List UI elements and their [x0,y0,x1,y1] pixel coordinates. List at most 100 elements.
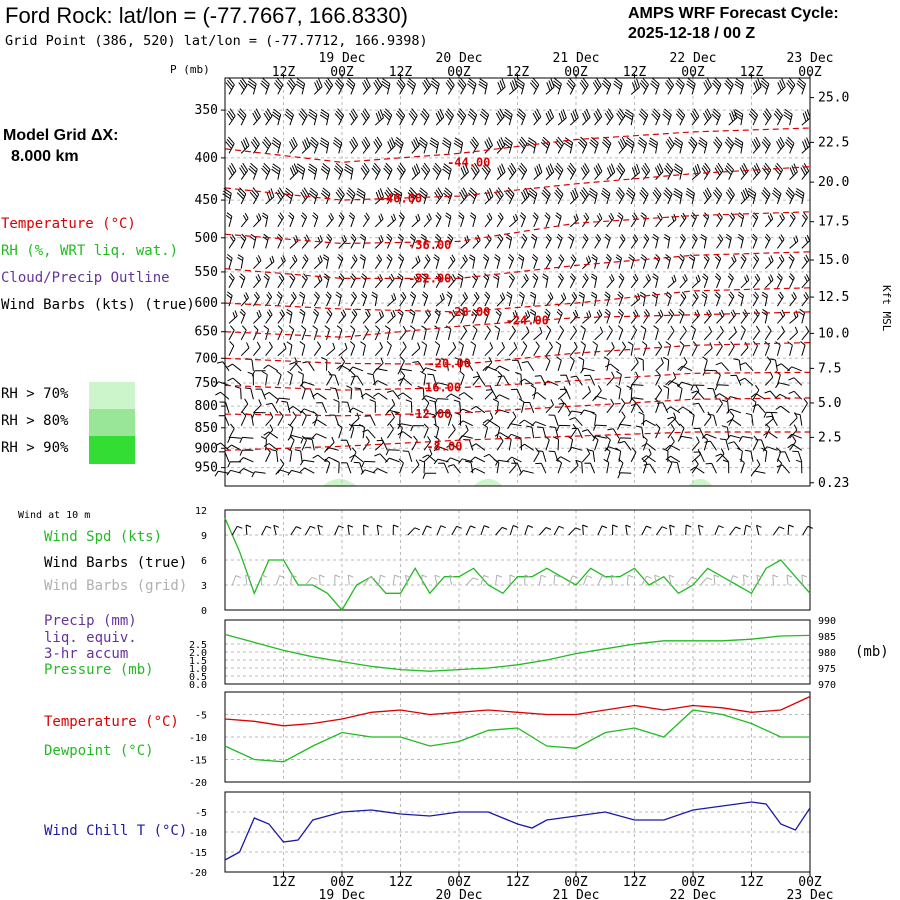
wind-barb [218,451,230,463]
wind-barb [556,308,563,324]
wind-barb [739,362,754,372]
wind-barb [752,404,766,414]
height-tick-label: 22.5 [818,135,849,150]
wind-barb [690,384,705,391]
wind-barb [665,380,681,386]
top-hour-label: 00Z [681,65,705,80]
wind-barb [521,341,528,356]
wind-barb [603,356,610,371]
wind-barb [402,450,413,463]
wind-barb [601,136,612,154]
wind-barb [387,293,397,307]
wind-barb [726,408,742,414]
wind-barb [299,467,315,474]
wind10-barb-grid [509,574,515,586]
wind-barb [468,254,476,269]
wind10-barb-true [392,524,399,536]
precip-accum-legend: 3-hr accum [44,646,129,662]
wind-barb [234,386,242,400]
wind-barb [445,212,452,228]
wind-barb [281,400,291,413]
pressure-tick-label: 500 [195,231,218,246]
wind-barb [673,137,683,154]
wind-barb [701,162,711,180]
wind-barb [248,162,258,180]
wind-barb [228,423,235,439]
wind-barb [418,187,428,205]
isotherm-label: -8.00 [426,439,462,453]
wind-barb [776,464,790,474]
wind-barb [374,188,384,205]
wind-barb [444,108,454,126]
wind-barb [580,162,590,180]
wind-barb [606,398,615,414]
wind-barb [326,212,334,228]
wind-barb [663,385,670,400]
wind-barb [777,212,785,228]
wind-barb [295,163,306,180]
wind-barb [421,325,427,341]
wind-barb [651,108,661,126]
wind-barb [519,470,534,476]
panel-frame-4 [224,791,811,873]
wind-barb [801,212,808,228]
legend-rh70-label: RH > 70% [1,386,69,402]
wind10-barb-true [685,524,692,536]
wind-barb [228,234,236,249]
wind-barb [410,425,425,432]
wind-barb [263,431,279,439]
wind-barb [533,447,540,463]
bottom-hour-label: 12Z [506,875,530,890]
top-date-label: 22 Dec [670,51,717,66]
wind-barb [584,374,596,386]
panel-y-tick-label: 1.5 [189,656,207,667]
wind-barb [387,273,395,289]
wind-barb [616,370,622,386]
wind-barb [430,78,440,95]
wind-barb [643,448,652,463]
wind-barb [312,325,318,341]
wind-barb [536,450,547,463]
wind-barb [508,459,517,474]
wind-barb [702,369,717,376]
wind-barb [411,163,421,180]
wind-barb [527,137,537,154]
bottom-hour-label: 00Z [330,875,354,890]
wind10-barb-true [641,525,652,536]
wind-barb [338,234,347,249]
wind-barb [312,212,319,228]
wind-barbs-field [214,77,811,479]
wind-barb [691,233,698,249]
wind-barb [348,212,355,228]
wind-barb [374,341,383,357]
wind-barb [262,233,269,249]
wind-barb [795,187,805,205]
wind-barb [728,212,736,228]
wind-barb [371,291,378,307]
wind-barb [466,77,477,95]
wind-barb [748,108,759,126]
wind-barb [434,325,440,341]
wind-barb [227,377,242,386]
wind-barb [433,423,440,439]
wind-barb [397,377,413,386]
wind-barb [798,308,806,324]
top-hour-label: 00Z [798,65,822,80]
wind-barb [338,356,346,372]
wind-barb [338,273,345,289]
bottom-hour-label: 12Z [740,875,764,890]
wind-barb [458,392,474,400]
top-hour-label: 12Z [740,65,764,80]
wind-barb [580,325,586,341]
wind-barb [301,435,307,451]
wind-barb [592,341,598,356]
wind-barb [590,411,597,426]
wind-barb [603,458,610,474]
wind-barb [604,233,611,249]
wind-barb [581,233,589,249]
wind-barb [307,108,318,126]
panel-y-tick-label: 0.0 [189,680,207,691]
isotherm-line [224,166,811,201]
wind-barb [554,162,564,180]
wind-barb [707,413,717,426]
